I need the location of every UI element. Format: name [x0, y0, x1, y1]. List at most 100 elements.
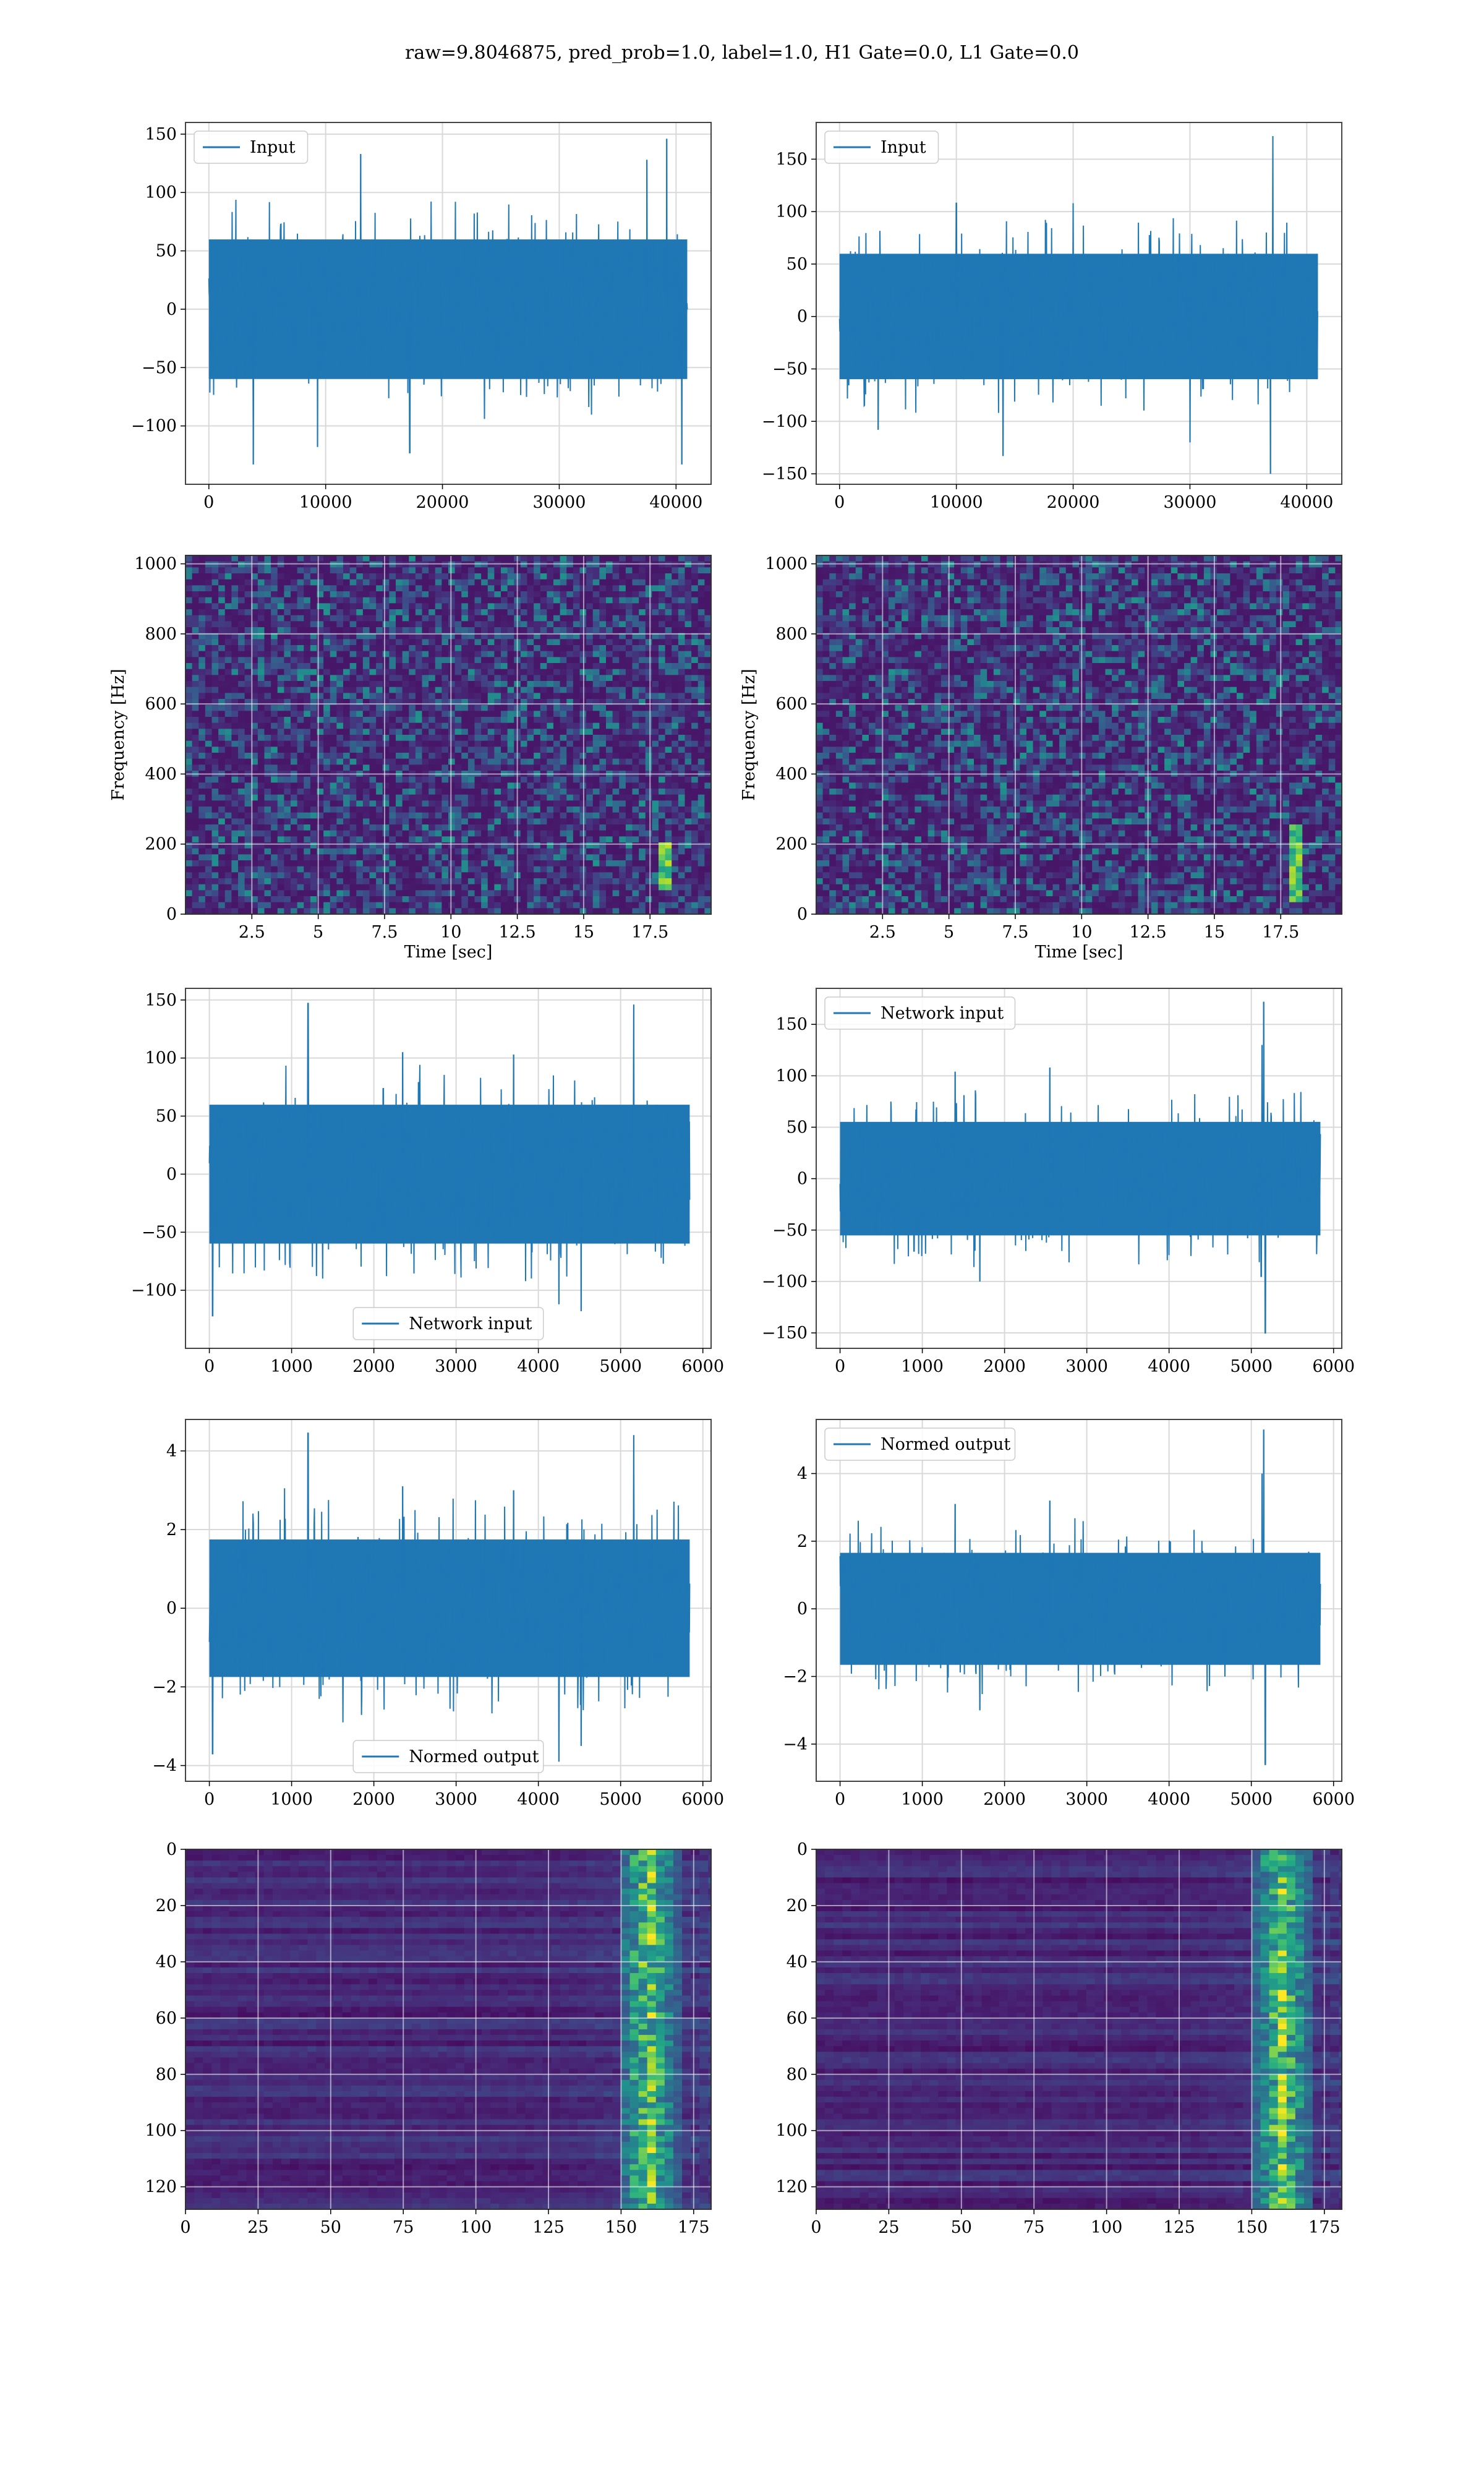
x-tick-label: 1000 — [270, 1357, 313, 1376]
x-tick-label: 0 — [835, 1790, 845, 1809]
x-tick-label: 6000 — [1312, 1790, 1355, 1809]
plot-frame — [816, 555, 1342, 915]
y-tick-label: −50 — [772, 359, 808, 379]
legend-label: Network input — [409, 1314, 532, 1333]
legend-box — [824, 996, 1016, 1030]
y-axis-label: Frequency [Hz] — [740, 669, 759, 800]
x-tick-label: 1000 — [901, 1790, 944, 1809]
x-tick-label: 12.5 — [499, 923, 536, 942]
legend-box — [824, 1427, 1016, 1461]
y-tick-label: −100 — [131, 417, 177, 436]
x-tick-label: 1000 — [901, 1357, 944, 1376]
y-tick-label: −2 — [152, 1677, 177, 1697]
x-tick-label: 6000 — [681, 1790, 724, 1809]
x-tick-label: 10 — [440, 923, 461, 942]
x-tick-label: 10 — [1071, 923, 1092, 942]
y-tick-label: 800 — [775, 625, 808, 644]
y-tick-label: −150 — [762, 1324, 808, 1343]
x-tick-label: 5000 — [599, 1357, 642, 1376]
legend-label: Network input — [881, 1004, 1004, 1023]
legend-label: Input — [250, 138, 296, 157]
y-tick-label: 20 — [156, 1896, 177, 1915]
plot-frame — [816, 988, 1342, 1349]
x-tick-label: 175 — [678, 2218, 710, 2237]
y-tick-label: 40 — [787, 1953, 808, 1972]
x-tick-label: 25 — [247, 2218, 268, 2237]
heatmap-cells — [186, 555, 711, 914]
y-tick-label: 0 — [797, 1840, 808, 1859]
y-tick-label: 0 — [797, 1599, 808, 1619]
x-tick-label: 125 — [1163, 2218, 1195, 2237]
x-tick-label: 3000 — [435, 1357, 477, 1376]
x-tick-label: 100 — [460, 2218, 492, 2237]
plot-frame — [816, 122, 1342, 485]
x-tick-label: 7.5 — [371, 923, 398, 942]
y-tick-label: −100 — [762, 1272, 808, 1291]
y-tick-label: 80 — [156, 2065, 177, 2084]
y-tick-label: 150 — [775, 150, 808, 169]
x-tick-label: 15 — [573, 923, 594, 942]
y-tick-label: −4 — [152, 1757, 177, 1776]
y-tick-label: 0 — [797, 307, 808, 327]
plot-frame — [185, 122, 712, 485]
x-tick-label: 7.5 — [1002, 923, 1028, 942]
chart-panel-row4-right: 0 1000 2000 3000 4000 5000 6000 −4 −2 0 2 4 Normed o… — [783, 1419, 1355, 1809]
x-tick-label: 6000 — [1312, 1357, 1355, 1376]
tick-labels: 0 1000 2000 3000 4000 5000 6000 −100 −50 0 50 100 15… — [131, 991, 724, 1376]
x-tick-label: 150 — [1236, 2218, 1268, 2237]
tick-labels: 0 25 50 75 100 125 150 175 0 20 40 60 80 100 120 — [145, 1840, 709, 2237]
x-tick-label: 75 — [1023, 2218, 1044, 2237]
legend-box — [824, 131, 939, 164]
x-tick-label: 20000 — [416, 493, 469, 512]
x-tick-label: 3000 — [435, 1790, 477, 1809]
y-tick-label: 50 — [787, 255, 808, 274]
x-tick-label: 4000 — [517, 1790, 560, 1809]
x-axis-label: Time [sec] — [1035, 943, 1124, 962]
x-tick-label: 25 — [878, 2218, 899, 2237]
plot-frame — [816, 1849, 1342, 2210]
y-axis-label: Frequency [Hz] — [109, 669, 128, 800]
x-tick-label: 40000 — [649, 493, 702, 512]
legend-box — [352, 1740, 544, 1773]
figure-title: raw=9.8046875, pred_prob=1.0, label=1.0,… — [405, 42, 1079, 64]
y-tick-label: 600 — [775, 695, 808, 714]
plot-frame — [185, 1419, 712, 1782]
y-tick-label: −50 — [142, 1223, 177, 1242]
y-tick-label: 2 — [166, 1520, 177, 1539]
x-axis-label: Time [sec] — [404, 943, 493, 962]
y-tick-label: 4 — [797, 1464, 808, 1483]
tick-labels: 0 1000 2000 3000 4000 5000 6000 −150 −100 −50 0 50 1… — [762, 1015, 1355, 1376]
x-tick-label: 2000 — [983, 1790, 1026, 1809]
series-line — [208, 1003, 691, 1317]
x-tick-label: 2.5 — [869, 923, 896, 942]
chart-panel-row3-left: 0 1000 2000 3000 4000 5000 6000 −100 −50 0 50 100 15… — [131, 988, 724, 1376]
heatmap-cells — [186, 1849, 711, 2209]
legend-label: Normed output — [881, 1435, 1010, 1454]
chart-panel-row2-right: 2.5 5 7.5 10 12.5 15 17.5 0 200 400 600 800 1000 Time… — [740, 555, 1342, 962]
y-tick-label: 100 — [145, 2121, 177, 2141]
x-tick-label: 2000 — [983, 1357, 1026, 1376]
x-tick-label: 0 — [204, 1790, 215, 1809]
y-tick-label: 50 — [787, 1118, 808, 1137]
chart-panel-row3-right: 0 1000 2000 3000 4000 5000 6000 −150 −100 −50 0 50 1… — [762, 988, 1355, 1376]
tick-labels: 0 10000 20000 30000 40000 −150 −100 −50 0 50 100 15… — [762, 150, 1333, 512]
y-tick-label: −50 — [772, 1221, 808, 1240]
y-tick-label: 100 — [775, 1066, 808, 1085]
y-tick-label: −50 — [142, 358, 177, 377]
y-tick-label: 0 — [797, 1170, 808, 1189]
x-tick-label: 150 — [605, 2218, 638, 2237]
y-tick-label: 20 — [787, 1896, 808, 1915]
chart-panel-row4-left: 0 1000 2000 3000 4000 5000 6000 −4 −2 0 2 4 Normed o… — [152, 1419, 724, 1809]
tick-labels: 2.5 5 7.5 10 12.5 15 17.5 0 200 400 600 800 1000 — [765, 555, 1299, 942]
y-tick-label: 200 — [145, 835, 177, 854]
x-tick-label: 1000 — [270, 1790, 313, 1809]
x-tick-label: 5 — [944, 923, 954, 942]
legend: Network input — [352, 1307, 544, 1340]
y-tick-label: 0 — [166, 1165, 177, 1184]
y-tick-label: 60 — [156, 2009, 177, 2028]
tick-labels: 0 10000 20000 30000 40000 −100 −50 0 50 100 150 — [131, 125, 702, 512]
plot-frame — [185, 1849, 712, 2210]
y-tick-label: 1000 — [134, 555, 177, 574]
x-tick-label: 6000 — [681, 1357, 724, 1376]
